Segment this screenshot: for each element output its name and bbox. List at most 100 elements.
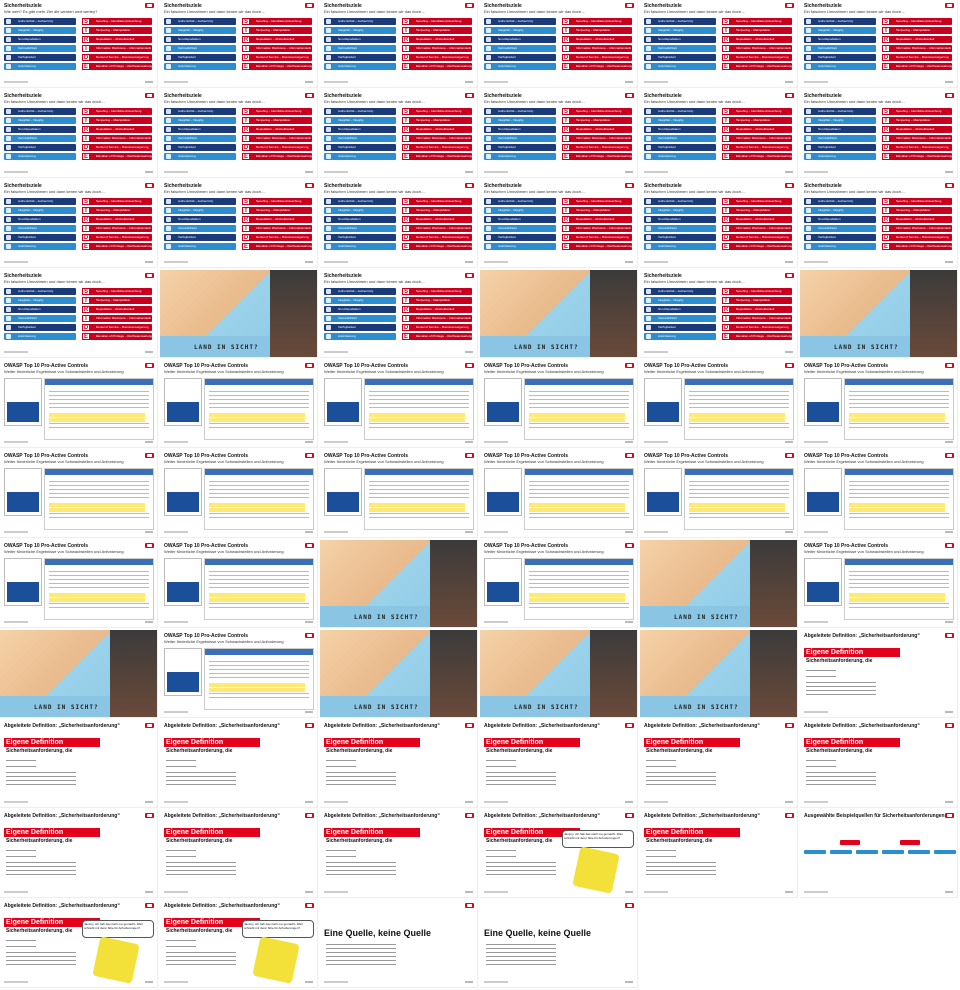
text-line (369, 493, 469, 494)
slide-title: Sicherheitsziele (644, 273, 682, 279)
text-line (209, 391, 309, 392)
stride-letter: I (402, 225, 410, 232)
slide-thumbnail[interactable]: Sicherheitsziele Ein falschen Umnahmen un… (320, 90, 478, 178)
slide-thumbnail[interactable]: Sicherheitsziele Ein falschen Umnahmen un… (480, 0, 638, 88)
slide-thumbnail[interactable]: OWASP Top 10 Pro-Active Controls Weiter f… (0, 360, 158, 448)
page-number (305, 801, 313, 803)
goal-icon (806, 136, 811, 141)
slide-thumbnail[interactable]: Abgeleitete Definition: „Sicherheitsanfo… (0, 720, 158, 808)
slide-thumbnail[interactable]: Sicherheitsziele Ein falschen Umnahmen un… (480, 180, 638, 268)
slide-title: OWASP Top 10 Pro-Active Controls (804, 363, 888, 369)
slide-thumbnail[interactable]: LAND IN SICHT? (480, 630, 638, 718)
text-line (849, 489, 949, 490)
slide-thumbnail[interactable]: OWASP Top 10 Pro-Active Controls Weiter f… (320, 360, 478, 448)
goal-label: Vertraulichkeit (498, 46, 517, 50)
db-logo (945, 453, 954, 458)
goal-icon (166, 64, 171, 69)
slide-thumbnail[interactable]: Abgeleitete Definition: „Sicherheitsanfo… (160, 900, 318, 988)
text-line (849, 407, 949, 408)
slide-thumbnail[interactable]: Abgeleitete Definition: „Sicherheitsanfo… (320, 720, 478, 808)
slide-thumbnail[interactable]: LAND IN SICHT? (320, 540, 478, 628)
slide-thumbnail[interactable]: OWASP Top 10 Pro-Active Controls Weiter f… (640, 360, 798, 448)
text-line (6, 780, 76, 781)
slide-thumbnail[interactable]: Sicherheitsziele Ein falschen Umnahmen un… (480, 90, 638, 178)
slide-thumbnail[interactable]: OWASP Top 10 Pro-Active Controls Weiter f… (640, 450, 798, 538)
slide-thumbnail[interactable]: Eine Quelle, keine Quelle (320, 900, 478, 988)
slide-thumbnail[interactable]: Sicherheitsziele Ein falschen Umnahmen un… (640, 0, 798, 88)
slide-thumbnail[interactable]: Abgeleitete Definition: „Sicherheitsanfo… (160, 720, 318, 808)
slide-thumbnail[interactable]: Sicherheitsziele Ein falschen Umnahmen un… (0, 180, 158, 268)
goal-icon (326, 334, 331, 339)
highlight (209, 503, 305, 507)
slide-thumbnail[interactable]: Sicherheitsziele Ein falschen Umnahmen un… (160, 0, 318, 88)
slide-subtitle: Weiter förderliche Ergebnisse von Schwac… (4, 549, 124, 554)
goal-row: Autorisierung (804, 153, 876, 160)
slide-thumbnail[interactable]: OWASP Top 10 Pro-Active Controls Weiter f… (320, 450, 478, 538)
slide-thumbnail[interactable]: Abgeleitete Definition: „Sicherheitsanfo… (160, 810, 318, 898)
slide-thumbnail[interactable]: Abgeleitete Definition: „Sicherheitsanfo… (800, 630, 958, 718)
slide-subtitle: Ein falschen Umnahmen und dann kenen wir… (324, 279, 426, 284)
goal-label: Authentizität – Authenticity (658, 109, 694, 113)
text-line (689, 517, 789, 518)
slide-thumbnail[interactable]: OWASP Top 10 Pro-Active Controls Weiter f… (480, 540, 638, 628)
text-line (806, 682, 876, 683)
slide-thumbnail[interactable]: Sicherheitsziele Ein falschen Umnahmen un… (640, 270, 798, 358)
slide-thumbnail[interactable]: OWASP Top 10 Pro-Active Controls Weiter f… (800, 540, 958, 628)
slide-thumbnail[interactable]: OWASP Top 10 Pro-Active Controls Weiter f… (800, 360, 958, 448)
goal-icon (326, 298, 331, 303)
slide-thumbnail[interactable]: Sicherheitsziele Ein falschen Umnahmen un… (640, 180, 798, 268)
text-line (369, 407, 469, 408)
slide-subtitle: Wie wert? Es gibt mehr Ziel die werden w… (4, 9, 98, 14)
slide-thumbnail[interactable]: OWASP Top 10 Pro-Active Controls Weiter f… (160, 450, 318, 538)
slide-thumbnail[interactable]: Abgeleitete Definition: „Sicherheitsanfo… (320, 810, 478, 898)
text-line (209, 665, 309, 666)
slide-thumbnail[interactable]: LAND IN SICHT? (640, 540, 798, 628)
slide-thumbnail[interactable]: LAND IN SICHT? (0, 630, 158, 718)
slide-thumbnail[interactable]: Sicherheitsziele Ein falschen Umnahmen un… (800, 90, 958, 178)
slide-thumbnail[interactable]: Abgeleitete Definition: „Sicherheitsanfo… (480, 810, 638, 898)
goal-icon (6, 154, 11, 159)
slide-thumbnail[interactable]: Eine Quelle, keine Quelle (480, 900, 638, 988)
slide-thumbnail[interactable]: OWASP Top 10 Pro-Active Controls Weiter f… (800, 450, 958, 538)
slide-thumbnail[interactable]: OWASP Top 10 Pro-Active Controls Weiter f… (0, 540, 158, 628)
slide-thumbnail[interactable]: LAND IN SICHT? (320, 630, 478, 718)
slide-thumbnail[interactable]: Sicherheitsziele Ein falschen Umnahmen un… (0, 270, 158, 358)
stride-letter: D (242, 144, 250, 151)
slide-thumbnail[interactable]: Abgeleitete Definition: „Sicherheitsanfo… (640, 810, 798, 898)
highlight (689, 418, 785, 422)
slide-thumbnail[interactable]: OWASP Top 10 Pro-Active Controls Weiter f… (160, 630, 318, 718)
goal-row: Verfügbarkeit (324, 144, 396, 151)
slide-thumbnail[interactable]: Ausgewählte Beispielquellen für Sicherhe… (800, 810, 958, 898)
slide-thumbnail[interactable]: Sicherheitsziele Ein falschen Umnahmen un… (320, 180, 478, 268)
slide-thumbnail[interactable]: OWASP Top 10 Pro-Active Controls Weiter f… (480, 450, 638, 538)
text-line (326, 776, 396, 777)
slide-thumbnail[interactable]: Sicherheitsziele Ein falschen Umnahmen un… (160, 90, 318, 178)
slide-thumbnail[interactable]: Sicherheitsziele Wie wert? Es gibt mehr Z… (0, 0, 158, 88)
slide-thumbnail[interactable]: Sicherheitsziele Ein falschen Umnahmen un… (0, 90, 158, 178)
text-line (486, 874, 556, 875)
slide-thumbnail[interactable]: OWASP Top 10 Pro-Active Controls Weiter f… (480, 360, 638, 448)
slide-thumbnail[interactable]: Sicherheitsziele Ein falschen Umnahmen un… (320, 270, 478, 358)
slide-thumbnail[interactable]: OWASP Top 10 Pro-Active Controls Weiter f… (0, 450, 158, 538)
slide-thumbnail[interactable]: Abgeleitete Definition: „Sicherheitsanfo… (640, 720, 798, 808)
slide-thumbnail[interactable]: LAND IN SICHT? (640, 630, 798, 718)
slide-thumbnail[interactable]: Abgeleitete Definition: „Sicherheitsanfo… (0, 810, 158, 898)
slide-thumbnail[interactable]: Sicherheitsziele Ein falschen Umnahmen un… (320, 0, 478, 88)
slide-thumbnail[interactable]: Sicherheitsziele Ein falschen Umnahmen un… (160, 180, 318, 268)
slide-thumbnail[interactable]: LAND IN SICHT? (800, 270, 958, 358)
slide-thumbnail[interactable]: Abgeleitete Definition: „Sicherheitsanfo… (0, 900, 158, 988)
slide-thumbnail[interactable]: LAND IN SICHT? (480, 270, 638, 358)
page-number (465, 531, 473, 533)
slide-thumbnail[interactable]: LAND IN SICHT? (160, 270, 318, 358)
slide-thumbnail[interactable]: Sicherheitsziele Ein falschen Umnahmen un… (640, 90, 798, 178)
threat-label: Elevation of Privilege – Rechteausweitun… (96, 64, 153, 68)
slide-thumbnail[interactable]: OWASP Top 10 Pro-Active Controls Weiter f… (160, 540, 318, 628)
slide-thumbnail[interactable]: Sicherheitsziele Ein falschen Umnahmen un… (800, 180, 958, 268)
slide-thumbnail[interactable]: OWASP Top 10 Pro-Active Controls Weiter f… (160, 360, 318, 448)
threat-label: Elevation of Privilege – Rechteausweitun… (576, 244, 633, 248)
goal-label: Vertraulichkeit (818, 136, 837, 140)
slide-thumbnail[interactable]: Sicherheitsziele Ein falschen Umnahmen un… (800, 0, 958, 88)
slide-thumbnail[interactable]: Abgeleitete Definition: „Sicherheitsanfo… (480, 720, 638, 808)
threat-label: Tampering – Manipulation (416, 28, 451, 32)
slide-thumbnail[interactable]: Abgeleitete Definition: „Sicherheitsanfo… (800, 720, 958, 808)
